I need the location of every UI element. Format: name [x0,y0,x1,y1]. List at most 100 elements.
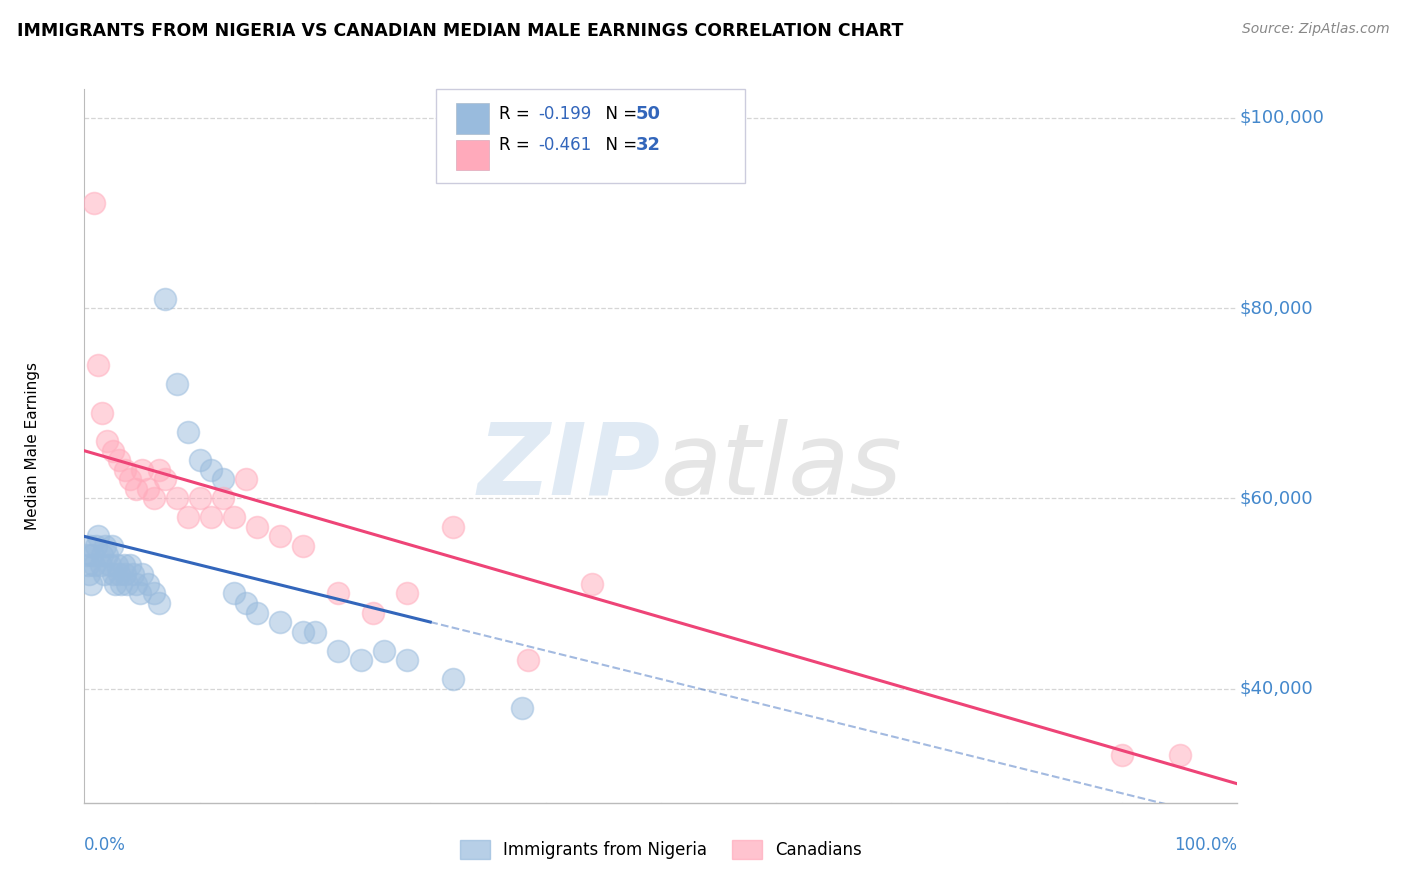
Point [112,558,135,572]
Text: N =: N = [595,105,643,123]
Point [200,463,222,477]
Point [441,672,464,686]
Point [90,549,112,563]
Point [177,510,200,524]
Point [326,586,349,600]
Text: 32: 32 [636,136,661,153]
Point [103,443,124,458]
Text: -0.461: -0.461 [538,136,592,153]
Text: 0.0%: 0.0% [84,836,127,855]
Text: atlas: atlas [661,419,903,516]
Point [115,577,138,591]
Legend: Immigrants from Nigeria, Canadians: Immigrants from Nigeria, Canadians [453,834,869,866]
Point [93,567,115,582]
Text: -0.199: -0.199 [538,105,592,123]
Point [82,549,104,563]
Point [1111,748,1133,763]
Point [177,425,200,439]
Point [120,558,142,572]
Point [246,606,269,620]
Text: $40,000: $40,000 [1240,680,1313,698]
Point [350,653,373,667]
Text: Source: ZipAtlas.com: Source: ZipAtlas.com [1241,22,1389,37]
Point [101,539,124,553]
Point [153,472,176,486]
Point [396,653,419,667]
Point [136,482,159,496]
Point [114,463,136,477]
Point [235,596,257,610]
Point [105,558,128,572]
Point [304,624,326,639]
Point [131,463,153,477]
Point [396,586,419,600]
Point [94,539,117,553]
Text: Median Male Earnings: Median Male Earnings [25,362,39,530]
Point [76,558,98,572]
Point [517,653,540,667]
Point [79,539,101,553]
Text: $60,000: $60,000 [1240,490,1313,508]
Text: IMMIGRANTS FROM NIGERIA VS CANADIAN MEDIAN MALE EARNINGS CORRELATION CHART: IMMIGRANTS FROM NIGERIA VS CANADIAN MEDI… [17,22,903,40]
Text: $80,000: $80,000 [1240,299,1313,317]
Point [224,510,246,524]
Point [110,577,132,591]
Point [80,577,103,591]
Point [142,491,165,506]
Point [90,406,112,420]
Point [83,196,105,211]
Point [166,377,188,392]
Point [89,558,111,572]
Point [326,643,349,657]
Point [142,586,165,600]
Point [98,558,121,572]
Point [292,624,315,639]
Point [125,577,148,591]
Text: 50: 50 [636,105,661,123]
Point [108,567,131,582]
Point [361,606,384,620]
Point [200,510,222,524]
Text: R =: R = [499,136,536,153]
Point [188,453,211,467]
Point [211,472,233,486]
Point [108,453,131,467]
Point [87,358,110,372]
Point [76,549,98,563]
Text: ZIP: ZIP [478,419,661,516]
Point [104,577,127,591]
Point [84,539,107,553]
Point [131,567,153,582]
Point [1168,748,1191,763]
Point [103,567,124,582]
Point [211,491,233,506]
Point [114,567,136,582]
Point [148,463,170,477]
Point [153,292,176,306]
Point [96,434,118,449]
Point [512,700,534,714]
Text: R =: R = [499,105,536,123]
Point [166,491,188,506]
Point [188,491,211,506]
Point [235,472,257,486]
Point [441,520,464,534]
Point [246,520,269,534]
Point [373,643,395,657]
Text: 100.0%: 100.0% [1174,836,1237,855]
Text: N =: N = [595,136,643,153]
Point [96,549,118,563]
Point [224,586,246,600]
Point [269,529,291,543]
Point [292,539,315,553]
Point [148,596,170,610]
Point [125,482,148,496]
Text: $100,000: $100,000 [1240,109,1324,127]
Point [581,577,603,591]
Point [121,567,143,582]
Point [77,567,100,582]
Point [128,586,150,600]
Point [136,577,159,591]
Point [87,529,110,543]
Point [269,615,291,629]
